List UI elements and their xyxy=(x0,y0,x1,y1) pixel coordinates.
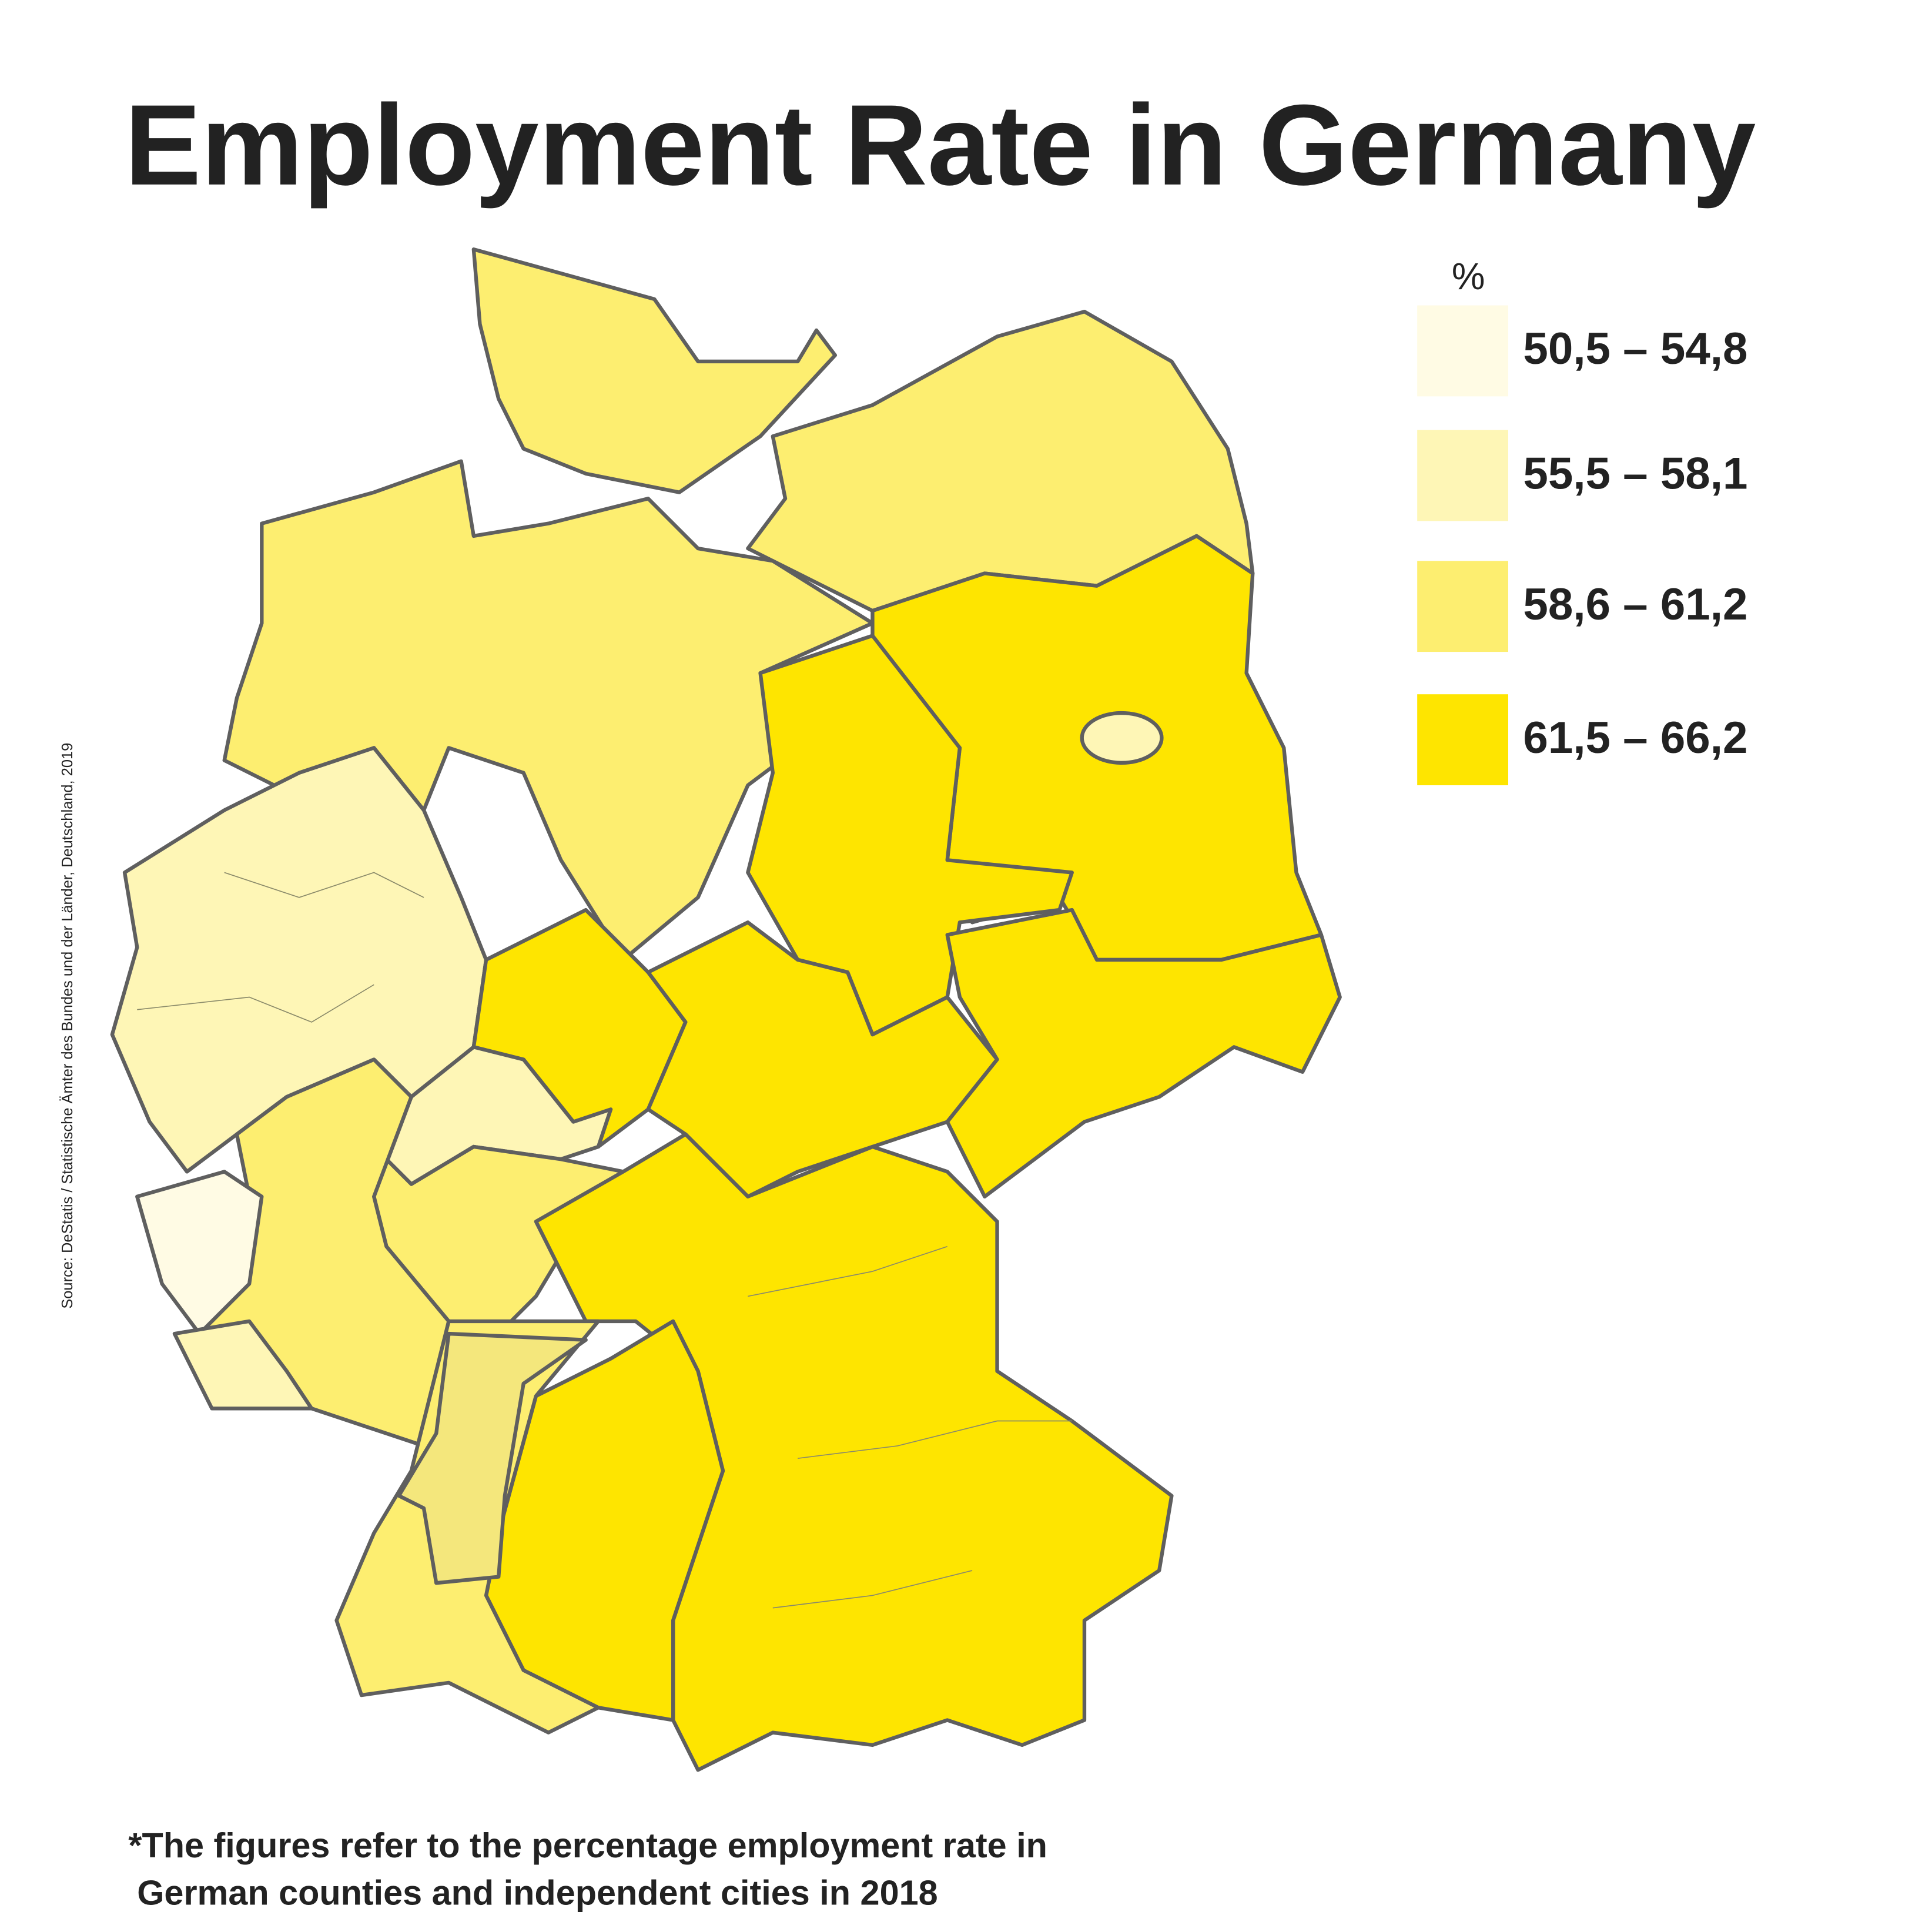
legend-title: % xyxy=(1452,256,1485,297)
legend-swatch xyxy=(1417,561,1508,652)
county-border xyxy=(798,1420,1072,1459)
legend-label: 58,6 – 61,2 xyxy=(1523,580,1747,630)
title: Employment Rate in Germany xyxy=(125,81,1756,209)
region xyxy=(945,908,1342,1199)
legend-swatch xyxy=(1417,305,1508,397)
county-border xyxy=(772,1570,973,1609)
legend-label: 50,5 – 54,8 xyxy=(1523,324,1747,374)
county-border xyxy=(224,872,424,898)
footnote-line: *The figures refer to the percentage emp… xyxy=(128,1826,1047,1865)
region xyxy=(471,247,838,494)
legend-label: 61,5 – 66,2 xyxy=(1523,713,1747,763)
legend-swatch xyxy=(1417,430,1508,521)
region xyxy=(397,1331,588,1585)
legend: % 50,5 – 54,8 55,5 – 58,1 58,6 – 61,2 61,5 … xyxy=(1417,256,1747,786)
county-border xyxy=(137,984,374,1023)
region xyxy=(1080,711,1164,765)
source: Source: DeStatis / Statistische Ämter de… xyxy=(59,743,76,1309)
county-border xyxy=(748,1245,947,1297)
legend-label: 55,5 – 58,1 xyxy=(1523,448,1747,498)
legend-swatch xyxy=(1417,694,1508,786)
region xyxy=(172,1319,314,1411)
region xyxy=(135,1170,264,1336)
map xyxy=(110,247,1342,1772)
footnote-line: German counties and independent cities i… xyxy=(137,1873,937,1912)
